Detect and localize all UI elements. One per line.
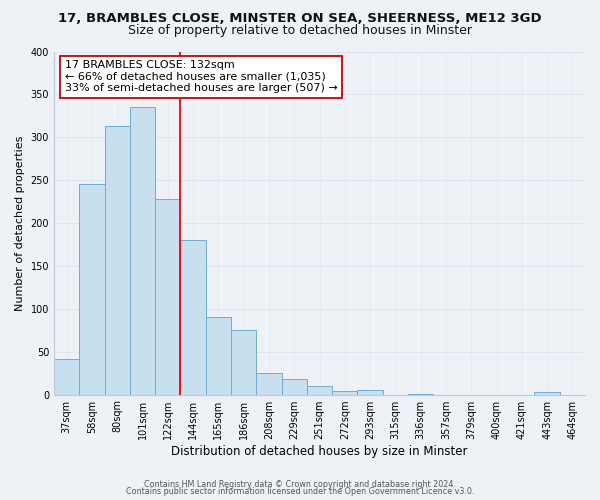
Bar [130, 108, 155, 395]
Bar [79, 184, 104, 394]
Bar [358, 390, 383, 394]
Bar [155, 199, 181, 394]
Text: Contains public sector information licensed under the Open Government Licence v3: Contains public sector information licen… [126, 488, 474, 496]
Bar [54, 358, 79, 394]
Bar [181, 240, 206, 394]
Text: 17 BRAMBLES CLOSE: 132sqm
← 66% of detached houses are smaller (1,035)
33% of se: 17 BRAMBLES CLOSE: 132sqm ← 66% of detac… [65, 60, 337, 94]
Y-axis label: Number of detached properties: Number of detached properties [15, 136, 25, 310]
Bar [231, 330, 256, 394]
Bar [307, 386, 332, 394]
Text: Contains HM Land Registry data © Crown copyright and database right 2024.: Contains HM Land Registry data © Crown c… [144, 480, 456, 489]
Text: Size of property relative to detached houses in Minster: Size of property relative to detached ho… [128, 24, 472, 37]
Bar [256, 373, 281, 394]
Bar [104, 126, 130, 394]
Bar [281, 379, 307, 394]
Bar [206, 318, 231, 394]
X-axis label: Distribution of detached houses by size in Minster: Distribution of detached houses by size … [171, 444, 468, 458]
Bar [535, 392, 560, 394]
Text: 17, BRAMBLES CLOSE, MINSTER ON SEA, SHEERNESS, ME12 3GD: 17, BRAMBLES CLOSE, MINSTER ON SEA, SHEE… [58, 12, 542, 26]
Bar [332, 391, 358, 394]
